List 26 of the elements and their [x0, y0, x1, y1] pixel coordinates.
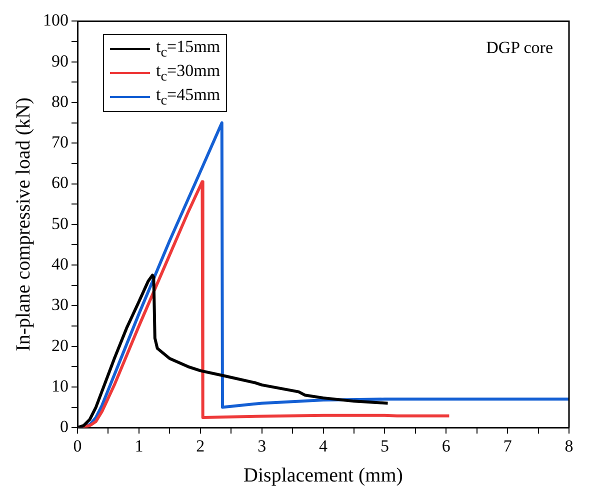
x-tick-label: 6: [442, 436, 450, 456]
x-tick-label: 4: [319, 436, 328, 456]
y-tick-label: 60: [52, 173, 68, 192]
x-tick-label: 7: [503, 436, 512, 456]
y-tick-label: 70: [52, 132, 68, 152]
x-tick-label: 8: [564, 436, 574, 456]
y-tick-label: 90: [52, 51, 68, 70]
x-tick-label: 2: [196, 436, 205, 456]
y-tick-label: 30: [52, 295, 68, 314]
y-tick-label: 100: [43, 10, 68, 30]
y-axis-title: In-plane compressive load (kN): [12, 97, 34, 352]
x-tick-label: 5: [380, 436, 389, 456]
y-tick-label: 80: [52, 92, 68, 111]
x-axis-title: Displacement (mm): [244, 464, 403, 486]
legend-label: t$_{c}$=30mm: [156, 60, 220, 86]
x-tick-label: 0: [73, 436, 82, 456]
y-tick-label: 40: [52, 254, 68, 274]
annotation: DGP core: [486, 38, 553, 58]
x-tick-label: 1: [134, 436, 144, 456]
y-tick-label: 0: [60, 417, 68, 436]
legend-label: t$_{c}$=45mm: [156, 84, 220, 110]
y-tick-label: 50: [52, 214, 68, 233]
y-tick-label: 10: [52, 376, 68, 396]
y-tick-label: 20: [52, 336, 68, 355]
legend-label: t$_{c}$=15mm: [156, 36, 220, 62]
x-tick-label: 3: [258, 436, 266, 456]
